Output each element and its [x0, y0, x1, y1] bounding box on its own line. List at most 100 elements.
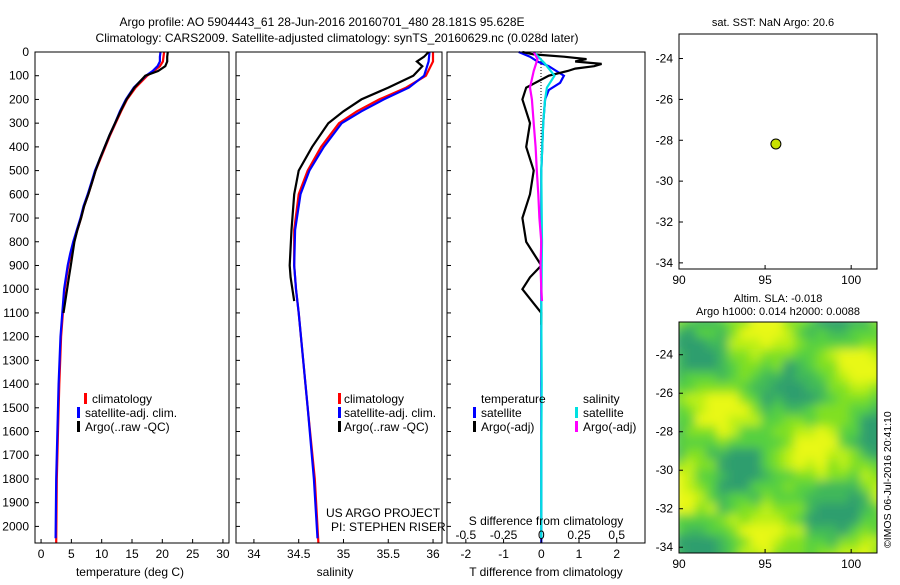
sla-cell	[706, 459, 718, 471]
sla-cell	[838, 448, 850, 460]
sla-cell	[838, 514, 850, 526]
sla-cell	[750, 492, 762, 504]
sla-cell	[772, 459, 784, 471]
legend-swatch-t-argo	[473, 421, 476, 432]
sla-cell	[684, 371, 696, 383]
sla-cell	[871, 547, 877, 553]
sla-cell	[717, 393, 729, 405]
sla-cell	[805, 415, 817, 427]
sla-cell	[794, 492, 806, 504]
sla-cell	[849, 525, 861, 537]
sla-cell	[860, 404, 872, 416]
sla-cell	[838, 404, 850, 416]
sla-cell	[728, 415, 740, 427]
sla-cell	[816, 525, 828, 537]
sla-cell	[794, 448, 806, 460]
sla-cell	[750, 481, 762, 493]
sla-cell	[783, 349, 795, 361]
sla-cell	[827, 448, 839, 460]
sla-cell	[816, 349, 828, 361]
sla-cell	[816, 547, 828, 553]
difference-series	[518, 50, 602, 543]
x-tick-label: 34	[247, 547, 261, 561]
legend-swatch-satellite	[338, 407, 341, 418]
sla-cell	[794, 338, 806, 350]
legend-swatch-s-argo	[575, 421, 578, 432]
sla-cell	[761, 382, 773, 394]
sla-cell	[679, 371, 685, 383]
s-tick-label: -0.25	[490, 528, 518, 542]
x-tick-label: -2	[461, 547, 472, 561]
sla-cell	[728, 470, 740, 482]
sla-cell	[695, 503, 707, 515]
sla-cell	[706, 360, 718, 372]
y-tick-label: 1600	[2, 425, 29, 439]
sla-cell	[728, 448, 740, 460]
sla-cell	[827, 470, 839, 482]
sla-cell	[783, 327, 795, 339]
t-diff-xlabel: T difference from climatology	[469, 565, 623, 579]
sla-cell	[772, 349, 784, 361]
sla-cell	[783, 404, 795, 416]
sla-cell	[882, 327, 894, 339]
sla-cell	[827, 349, 839, 361]
sla-ticks: 90 95 100 -24 -26 -28 -30 -32 -34	[656, 348, 862, 571]
sla-cell	[849, 470, 861, 482]
sla-cell	[684, 459, 696, 471]
sla-cell	[805, 393, 817, 405]
sla-cell	[695, 437, 707, 449]
sla-cell	[783, 371, 795, 383]
sla-cell	[871, 448, 877, 460]
sla-cell	[761, 514, 773, 526]
sla-cell	[794, 536, 806, 548]
sla-cell	[761, 536, 773, 548]
x-tick-label: 95	[758, 273, 772, 287]
series-line-argo-raw-qc-	[62, 51, 169, 314]
sla-cell	[717, 415, 729, 427]
sla-cell	[805, 448, 817, 460]
sla-cell	[849, 448, 861, 460]
sla-cell	[860, 426, 872, 438]
series-line-climatology	[55, 51, 166, 544]
sla-cell	[860, 459, 872, 471]
s-tick-label: 0.5	[608, 528, 625, 542]
sla-cell	[882, 349, 894, 361]
sla-cell	[816, 470, 828, 482]
sla-cell	[849, 338, 861, 350]
sla-cell	[849, 514, 861, 526]
sla-cell	[805, 558, 817, 570]
y-tick-label: 0	[22, 45, 29, 59]
difference-ticks: -2 -1 0 1 2 -0.5 -0.25 0 0.25 0.5	[447, 51, 625, 561]
y-tick-label: -24	[656, 348, 674, 362]
sla-cell	[849, 536, 861, 548]
sla-cell	[772, 503, 784, 515]
legend-label-s-satellite: satellite	[583, 406, 624, 420]
sla-cell	[728, 514, 740, 526]
sla-cell	[717, 558, 729, 570]
sla-cell	[849, 349, 861, 361]
sla-cell	[816, 322, 828, 328]
sla-cell	[684, 349, 696, 361]
sla-cell	[750, 382, 762, 394]
sla-cell	[849, 360, 861, 372]
sla-cell	[684, 514, 696, 526]
sla-cell	[695, 338, 707, 350]
sla-cell	[684, 338, 696, 350]
sla-cell	[871, 536, 877, 548]
sla-cell	[695, 349, 707, 361]
sla-cell	[816, 393, 828, 405]
y-tick-label: -30	[656, 463, 674, 477]
y-tick-label: 800	[9, 235, 29, 249]
sla-cell	[827, 404, 839, 416]
legend-swatch-s-satellite	[575, 407, 578, 418]
sla-cell	[706, 404, 718, 416]
y-tick-label: 1800	[2, 472, 29, 486]
sla-cell	[695, 404, 707, 416]
sla-cell	[684, 382, 696, 394]
x-tick-label: 36	[426, 547, 440, 561]
sla-cell	[750, 371, 762, 383]
sla-cell	[871, 558, 883, 570]
sla-cell	[772, 525, 784, 537]
sla-cell	[772, 547, 784, 553]
